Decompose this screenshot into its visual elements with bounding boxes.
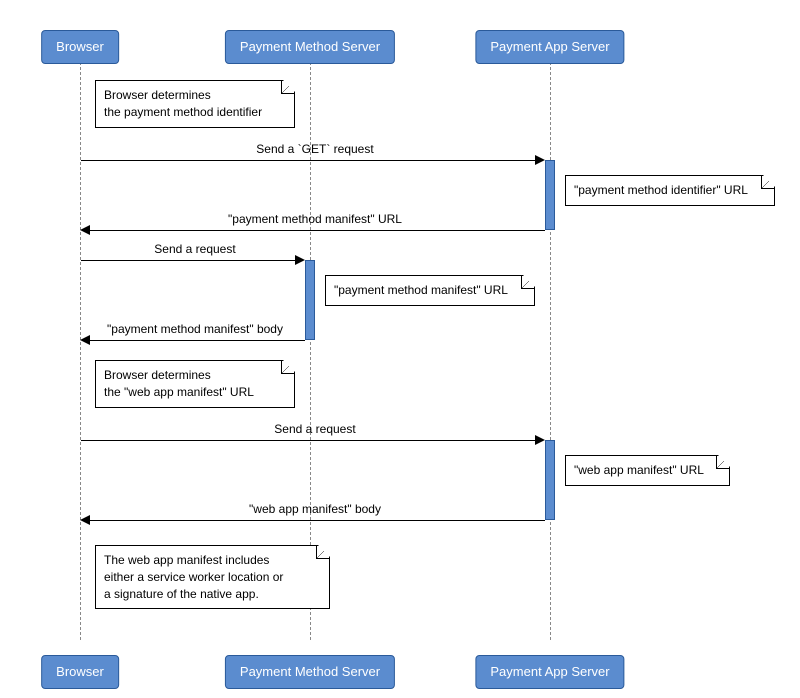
participant-browser: Browser: [41, 655, 119, 689]
arrowhead-m1: [535, 155, 545, 165]
arrow-m2: [90, 230, 545, 231]
arrowhead-m6: [80, 515, 90, 525]
arrowhead-m5: [535, 435, 545, 445]
participant-pms: Payment Method Server: [225, 655, 395, 689]
arrow-m1: [81, 160, 536, 161]
arrow-m5: [81, 440, 536, 441]
message-label-m1: Send a `GET` request: [80, 142, 550, 156]
arrowhead-m4: [80, 335, 90, 345]
participant-pas: Payment App Server: [475, 655, 624, 689]
message-label-m5: Send a request: [80, 422, 550, 436]
note-n5: "web app manifest" URL: [565, 455, 730, 486]
arrow-m4: [90, 340, 305, 341]
message-label-m6: "web app manifest" body: [80, 502, 550, 516]
sequence-diagram: Send a `GET` request "payment method mani…: [0, 0, 800, 698]
note-n2: "payment method identifier" URL: [565, 175, 775, 206]
arrowhead-m2: [80, 225, 90, 235]
participant-browser: Browser: [41, 30, 119, 64]
lifeline-pas: [550, 62, 552, 640]
message-label-m4: "payment method manifest" body: [80, 322, 310, 336]
arrowhead-m3: [295, 255, 305, 265]
arrow-m3: [81, 260, 296, 261]
message-label-m3: Send a request: [80, 242, 310, 256]
note-n6: The web app manifest includeseither a se…: [95, 545, 330, 609]
note-n4: Browser determinesthe "web app manifest"…: [95, 360, 295, 408]
participant-pms: Payment Method Server: [225, 30, 395, 64]
note-n1: Browser determinesthe payment method ide…: [95, 80, 295, 128]
note-n3: "payment method manifest" URL: [325, 275, 535, 306]
arrow-m6: [90, 520, 545, 521]
message-label-m2: "payment method manifest" URL: [80, 212, 550, 226]
participant-pas: Payment App Server: [475, 30, 624, 64]
